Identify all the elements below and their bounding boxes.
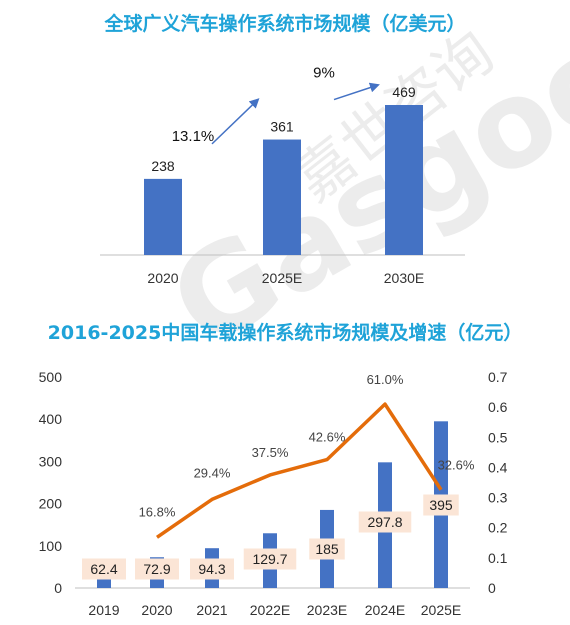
y-left-tick-400: 400 bbox=[39, 411, 63, 427]
data-label-2025E: 361 bbox=[270, 119, 294, 135]
y-right-tick-0.3: 0.3 bbox=[488, 490, 508, 506]
x-tick-2030E: 2030E bbox=[384, 270, 424, 286]
data-label-2030E: 469 bbox=[392, 84, 416, 100]
value-box-2022E bbox=[243, 548, 297, 570]
bar-2025E bbox=[263, 139, 301, 255]
x-tick-2020: 2020 bbox=[147, 270, 178, 286]
y-right-tick-0.1: 0.1 bbox=[488, 550, 508, 566]
y-left-tick-500: 500 bbox=[39, 369, 63, 385]
data-label-2020: 238 bbox=[151, 158, 175, 174]
global-os-bar-chart: 238 2020 361 2025E 469 2030E 13.1% 9% bbox=[100, 65, 465, 286]
growth-label-2021: 29.4% bbox=[194, 465, 231, 480]
value-box-2025E bbox=[423, 494, 459, 516]
y-right-tick-0.4: 0.4 bbox=[488, 459, 508, 475]
growth-arrow-1 bbox=[211, 98, 260, 145]
value-label-2021: 94.3 bbox=[198, 561, 225, 577]
y-left-tick-200: 200 bbox=[39, 496, 63, 512]
x-tick-2025E: 2025E bbox=[262, 270, 302, 286]
value-label-2023E: 185 bbox=[315, 541, 339, 557]
growth-arrow-2 bbox=[333, 82, 380, 101]
growth-label-2023E: 42.6% bbox=[309, 430, 346, 445]
value-box-2019 bbox=[82, 558, 126, 580]
y-right-tick-0: 0 bbox=[488, 580, 496, 596]
growth-label-1: 13.1% bbox=[172, 128, 215, 145]
value-box-2021 bbox=[190, 558, 234, 580]
growth-label-2: 9% bbox=[313, 65, 335, 82]
y-right-tick-0.6: 0.6 bbox=[488, 399, 508, 415]
y-left-tick-100: 100 bbox=[39, 538, 63, 554]
growth-rate-line bbox=[156, 402, 443, 539]
y-left-tick-300: 300 bbox=[39, 453, 63, 469]
bar-2030E bbox=[385, 105, 423, 255]
x-tick-2020: 2020 bbox=[141, 602, 172, 618]
x-tick-2019: 2019 bbox=[88, 602, 119, 618]
growth-label-2024E: 61.0% bbox=[367, 372, 404, 387]
value-label-2019: 62.4 bbox=[90, 561, 117, 577]
value-box-2020 bbox=[135, 558, 179, 580]
y-right-tick-0.5: 0.5 bbox=[488, 429, 508, 445]
value-label-2025E: 395 bbox=[429, 497, 453, 513]
growth-label-2022E: 37.5% bbox=[252, 445, 289, 460]
growth-label-2025E: 32.6% bbox=[438, 458, 475, 473]
value-box-2024E bbox=[358, 511, 412, 533]
bar-2020 bbox=[144, 178, 182, 255]
x-tick-2021: 2021 bbox=[196, 602, 227, 618]
x-tick-2022E: 2022E bbox=[250, 602, 290, 618]
y-right-tick-0.7: 0.7 bbox=[488, 369, 508, 385]
value-label-2024E: 297.8 bbox=[367, 514, 402, 530]
y-left-tick-0: 0 bbox=[54, 580, 62, 596]
value-label-2022E: 129.7 bbox=[252, 551, 287, 567]
value-label-2020: 72.9 bbox=[143, 561, 170, 577]
y-right-tick-0.2: 0.2 bbox=[488, 520, 508, 536]
x-tick-2024E: 2024E bbox=[365, 602, 405, 618]
chart-title-china: 2016-2025中国车载操作系统市场规模及增速（亿元） bbox=[47, 322, 523, 344]
x-tick-2025E: 2025E bbox=[421, 602, 461, 618]
x-tick-2023E: 2023E bbox=[307, 602, 347, 618]
value-box-2023E bbox=[309, 538, 345, 560]
chart-title-global: 全球广义汽车操作系统市场规模（亿美元） bbox=[104, 13, 466, 35]
growth-label-2020: 16.8% bbox=[139, 504, 176, 519]
